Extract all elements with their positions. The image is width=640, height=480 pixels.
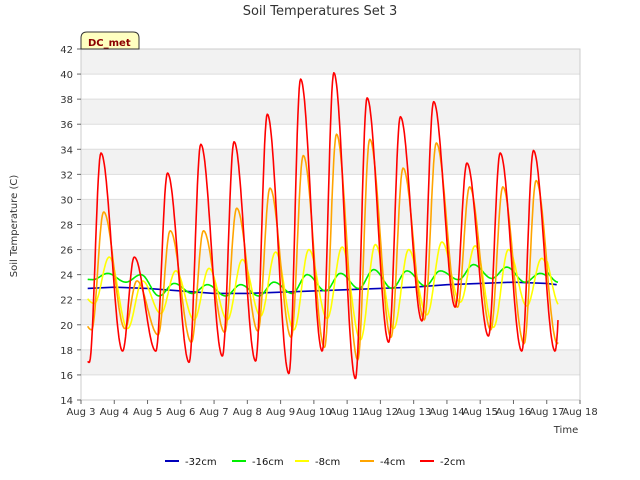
grid-band [81,149,580,175]
y-tick-label: 18 [60,346,73,357]
x-axis-ticks: Aug 3 Aug 4 Aug 5 Aug 6 Aug 7 Aug 8 Aug 9 Aug 1… [66,400,598,418]
chart-title: Soil Temperatures Set 3 [243,4,398,19]
y-tick-label: 40 [60,70,73,81]
y-tick-label: 42 [60,45,73,56]
y-tick-label: 38 [60,95,73,106]
legend: -32cm -16cm -8cm -4cm -2cm [165,457,465,468]
y-tick-label: 24 [60,271,73,282]
site-badge: DC_met [80,31,140,50]
x-tick-label: Aug 5 [133,407,162,418]
x-tick-label: Aug 17 [529,407,564,418]
x-tick-label: Aug 13 [396,407,431,418]
y-tick-label: 34 [60,145,73,156]
site-badge-label: DC_met [88,38,131,49]
x-tick-label: Aug 15 [462,407,497,418]
legend-label: -2cm [440,457,465,468]
y-tick-label: 14 [60,396,73,407]
grid-band [81,374,580,400]
y-tick-label: 30 [60,195,73,206]
x-tick-label: Aug 3 [66,407,95,418]
y-tick-label: 16 [60,371,73,382]
y-tick-label: 28 [60,221,73,232]
grid-band [81,74,580,100]
x-tick-label: Aug 12 [363,407,398,418]
x-axis-label: Time [553,425,578,436]
x-tick-label: Aug 11 [329,407,364,418]
x-tick-label: Aug 4 [100,407,129,418]
legend-label: -16cm [252,457,284,468]
x-tick-label: Aug 7 [200,407,229,418]
y-axis-ticks: 14 16 18 20 22 24 26 28 30 32 34 36 38 40 42 [60,45,81,407]
series-line-minus-2cm [87,72,559,380]
x-tick-label: Aug 9 [266,407,295,418]
y-tick-label: 26 [60,246,73,257]
y-tick-label: 22 [60,296,73,307]
y-axis-label: Soil Temperature (C) [9,175,20,278]
legend-label: -8cm [315,457,340,468]
x-tick-label: Aug 8 [233,407,262,418]
x-tick-label: Aug 16 [496,407,531,418]
legend-label: -4cm [380,457,405,468]
legend-label: -32cm [185,457,217,468]
x-tick-label: Aug 6 [166,407,195,418]
series-lines [86,72,559,380]
y-tick-label: 20 [60,321,73,332]
x-tick-label: Aug 10 [296,407,331,418]
y-tick-label: 32 [60,170,73,181]
grid-band [81,324,580,350]
grid-band [81,349,580,375]
y-tick-label: 36 [60,120,73,131]
x-tick-label: Aug 14 [429,407,464,418]
grid-band [81,49,580,75]
x-tick-label: Aug 18 [562,407,597,418]
